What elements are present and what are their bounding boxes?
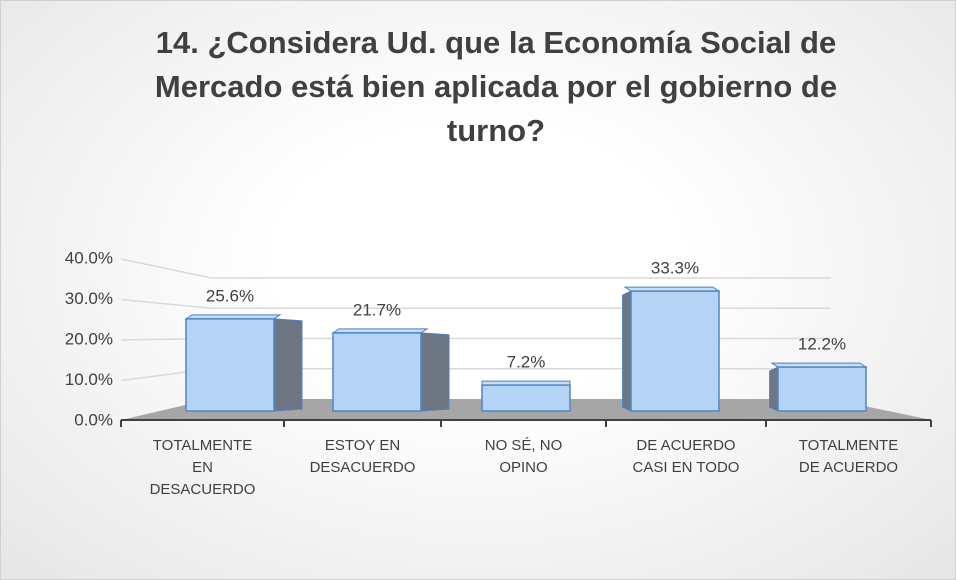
value-label: 12.2% [798,335,846,354]
value-label: 7.2% [507,353,546,372]
bar [777,366,867,412]
bar-side [420,332,450,412]
chart-title: 14. ¿Considera Ud. que la Economía Socia… [154,25,838,148]
bar [481,384,571,412]
x-tick-label: ESTOY EN DESACUERDO [309,437,416,476]
x-tick-label: NO SÉ, NO OPINO [484,437,563,476]
y-tick-label: 20.0% [65,329,113,348]
x-tick-label: TOTALMENTE DE ACUERDO [798,437,899,476]
value-label: 25.6% [206,286,254,305]
bar-side [769,366,779,412]
bar-side [622,290,632,412]
y-tick-label: 10.0% [65,370,113,389]
grid-line [120,258,831,279]
bar [332,332,422,412]
bar [630,290,720,412]
y-tick-label: 30.0% [65,289,113,308]
y-tick-label: 40.0% [65,248,113,267]
value-label: 21.7% [353,300,401,319]
x-tick-label: DE ACUERDO CASI EN TODO [632,437,740,476]
bar-side [273,318,303,412]
bar [185,318,275,412]
x-tick-label: TOTALMENTE EN DESACUERDO [149,437,256,498]
value-label: 33.3% [651,259,699,278]
y-tick-label: 0.0% [74,410,113,429]
